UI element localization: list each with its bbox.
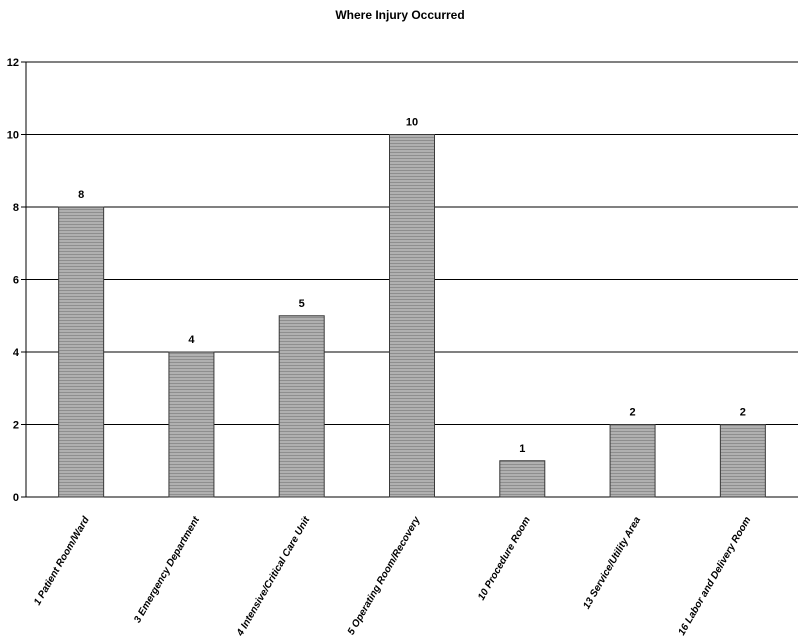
bar <box>389 134 435 498</box>
data-label: 2 <box>630 407 636 419</box>
y-tick-label: 4 <box>13 347 20 359</box>
bars <box>58 134 766 498</box>
x-category-label: 1 Patient Room/Ward <box>32 514 92 607</box>
bar <box>719 424 766 498</box>
y-tick-label: 6 <box>13 275 19 287</box>
data-label: 10 <box>406 117 418 129</box>
data-label: 1 <box>519 443 525 455</box>
x-category-label: 13 Service/Utility Area <box>581 515 643 612</box>
data-label: 8 <box>78 189 84 201</box>
x-category-label: 4 Intensive/Critical Care Unit <box>234 514 312 638</box>
bar <box>58 206 105 498</box>
data-label: 5 <box>299 298 305 310</box>
x-category-label: 10 Procedure Room <box>476 515 533 602</box>
x-category-label: 16 Labor and Delivery Room <box>676 515 753 638</box>
chart-title: Where Injury Occurred <box>335 8 465 22</box>
y-tick-label: 0 <box>13 492 19 504</box>
y-tick-label: 12 <box>7 57 19 69</box>
bar <box>278 315 325 498</box>
data-label: 4 <box>188 334 195 346</box>
x-category-label: 5 Operating Room/Recovery <box>346 515 423 637</box>
y-tick-label: 8 <box>13 202 19 214</box>
data-label: 2 <box>740 407 746 419</box>
bar <box>499 460 546 498</box>
y-tick-label: 10 <box>7 130 19 142</box>
bar <box>168 351 215 498</box>
bar <box>609 424 656 498</box>
y-tick-label: 2 <box>13 420 19 432</box>
x-category-label: 3 Emergency Department <box>132 514 202 625</box>
